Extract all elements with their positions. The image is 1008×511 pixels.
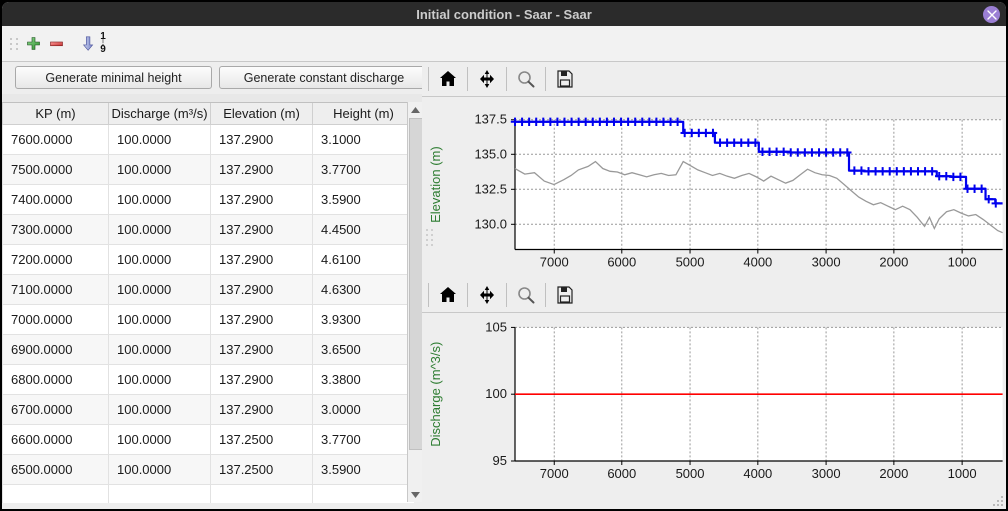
svg-text:4000: 4000 (743, 466, 772, 481)
svg-text:Elevation (m): Elevation (m) (428, 146, 443, 223)
svg-text:6000: 6000 (607, 255, 636, 270)
svg-text:2000: 2000 (879, 466, 908, 481)
svg-text:4000: 4000 (743, 255, 772, 270)
svg-text:1000: 1000 (948, 466, 977, 481)
svg-text:2000: 2000 (879, 255, 908, 270)
svg-text:132.5: 132.5 (474, 181, 507, 196)
svg-text:95: 95 (493, 453, 507, 468)
svg-text:7000: 7000 (540, 466, 569, 481)
svg-text:6000: 6000 (607, 466, 636, 481)
svg-text:1000: 1000 (948, 255, 977, 270)
svg-text:5000: 5000 (676, 255, 705, 270)
svg-text:7000: 7000 (540, 255, 569, 270)
svg-text:3000: 3000 (812, 466, 841, 481)
svg-text:3000: 3000 (812, 255, 841, 270)
svg-text:137.5: 137.5 (474, 112, 507, 127)
svg-text:135.0: 135.0 (474, 146, 507, 161)
svg-text:105: 105 (485, 319, 507, 334)
svg-text:5000: 5000 (676, 466, 705, 481)
svg-text:100: 100 (485, 386, 507, 401)
svg-text:Discharge (m^3/s): Discharge (m^3/s) (428, 342, 443, 447)
svg-text:130.0: 130.0 (474, 216, 507, 231)
